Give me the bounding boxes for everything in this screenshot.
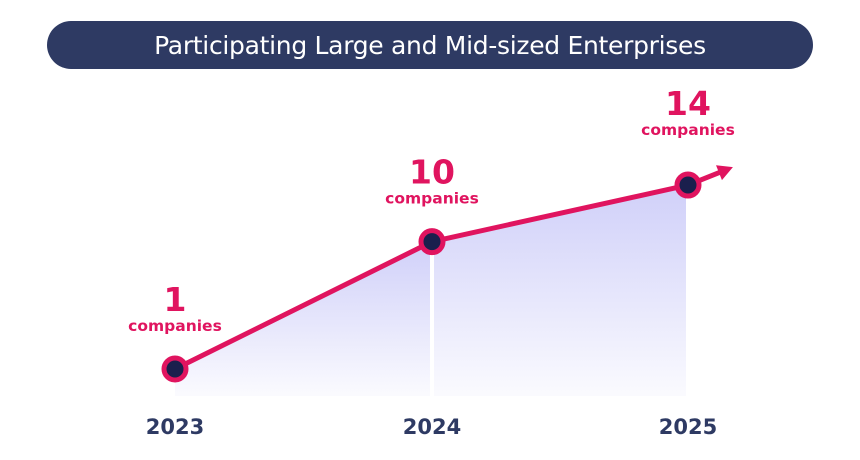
area-fill-2024-2025 bbox=[434, 185, 686, 396]
value-label-2023: 1 bbox=[164, 280, 187, 319]
value-label-2025: 14 bbox=[665, 84, 711, 123]
area-fill-2023-2024 bbox=[175, 241, 430, 396]
data-point-2023 bbox=[161, 355, 189, 383]
x-tick-label-2025: 2025 bbox=[659, 415, 717, 439]
value-unit-label-2023: companies bbox=[128, 317, 222, 335]
data-point-2025 bbox=[674, 171, 702, 199]
value-unit-label-2025: companies bbox=[641, 121, 735, 139]
x-tick-label-2024: 2024 bbox=[403, 415, 461, 439]
trend-arrow-head bbox=[716, 165, 733, 181]
chart-title: Participating Large and Mid-sized Enterp… bbox=[154, 30, 706, 60]
x-tick-label-2023: 2023 bbox=[146, 415, 204, 439]
data-point-2024 bbox=[418, 228, 446, 256]
value-unit-label-2024: companies bbox=[385, 190, 479, 208]
value-label-2024: 10 bbox=[409, 153, 455, 192]
chart-title-banner: Participating Large and Mid-sized Enterp… bbox=[47, 21, 813, 69]
